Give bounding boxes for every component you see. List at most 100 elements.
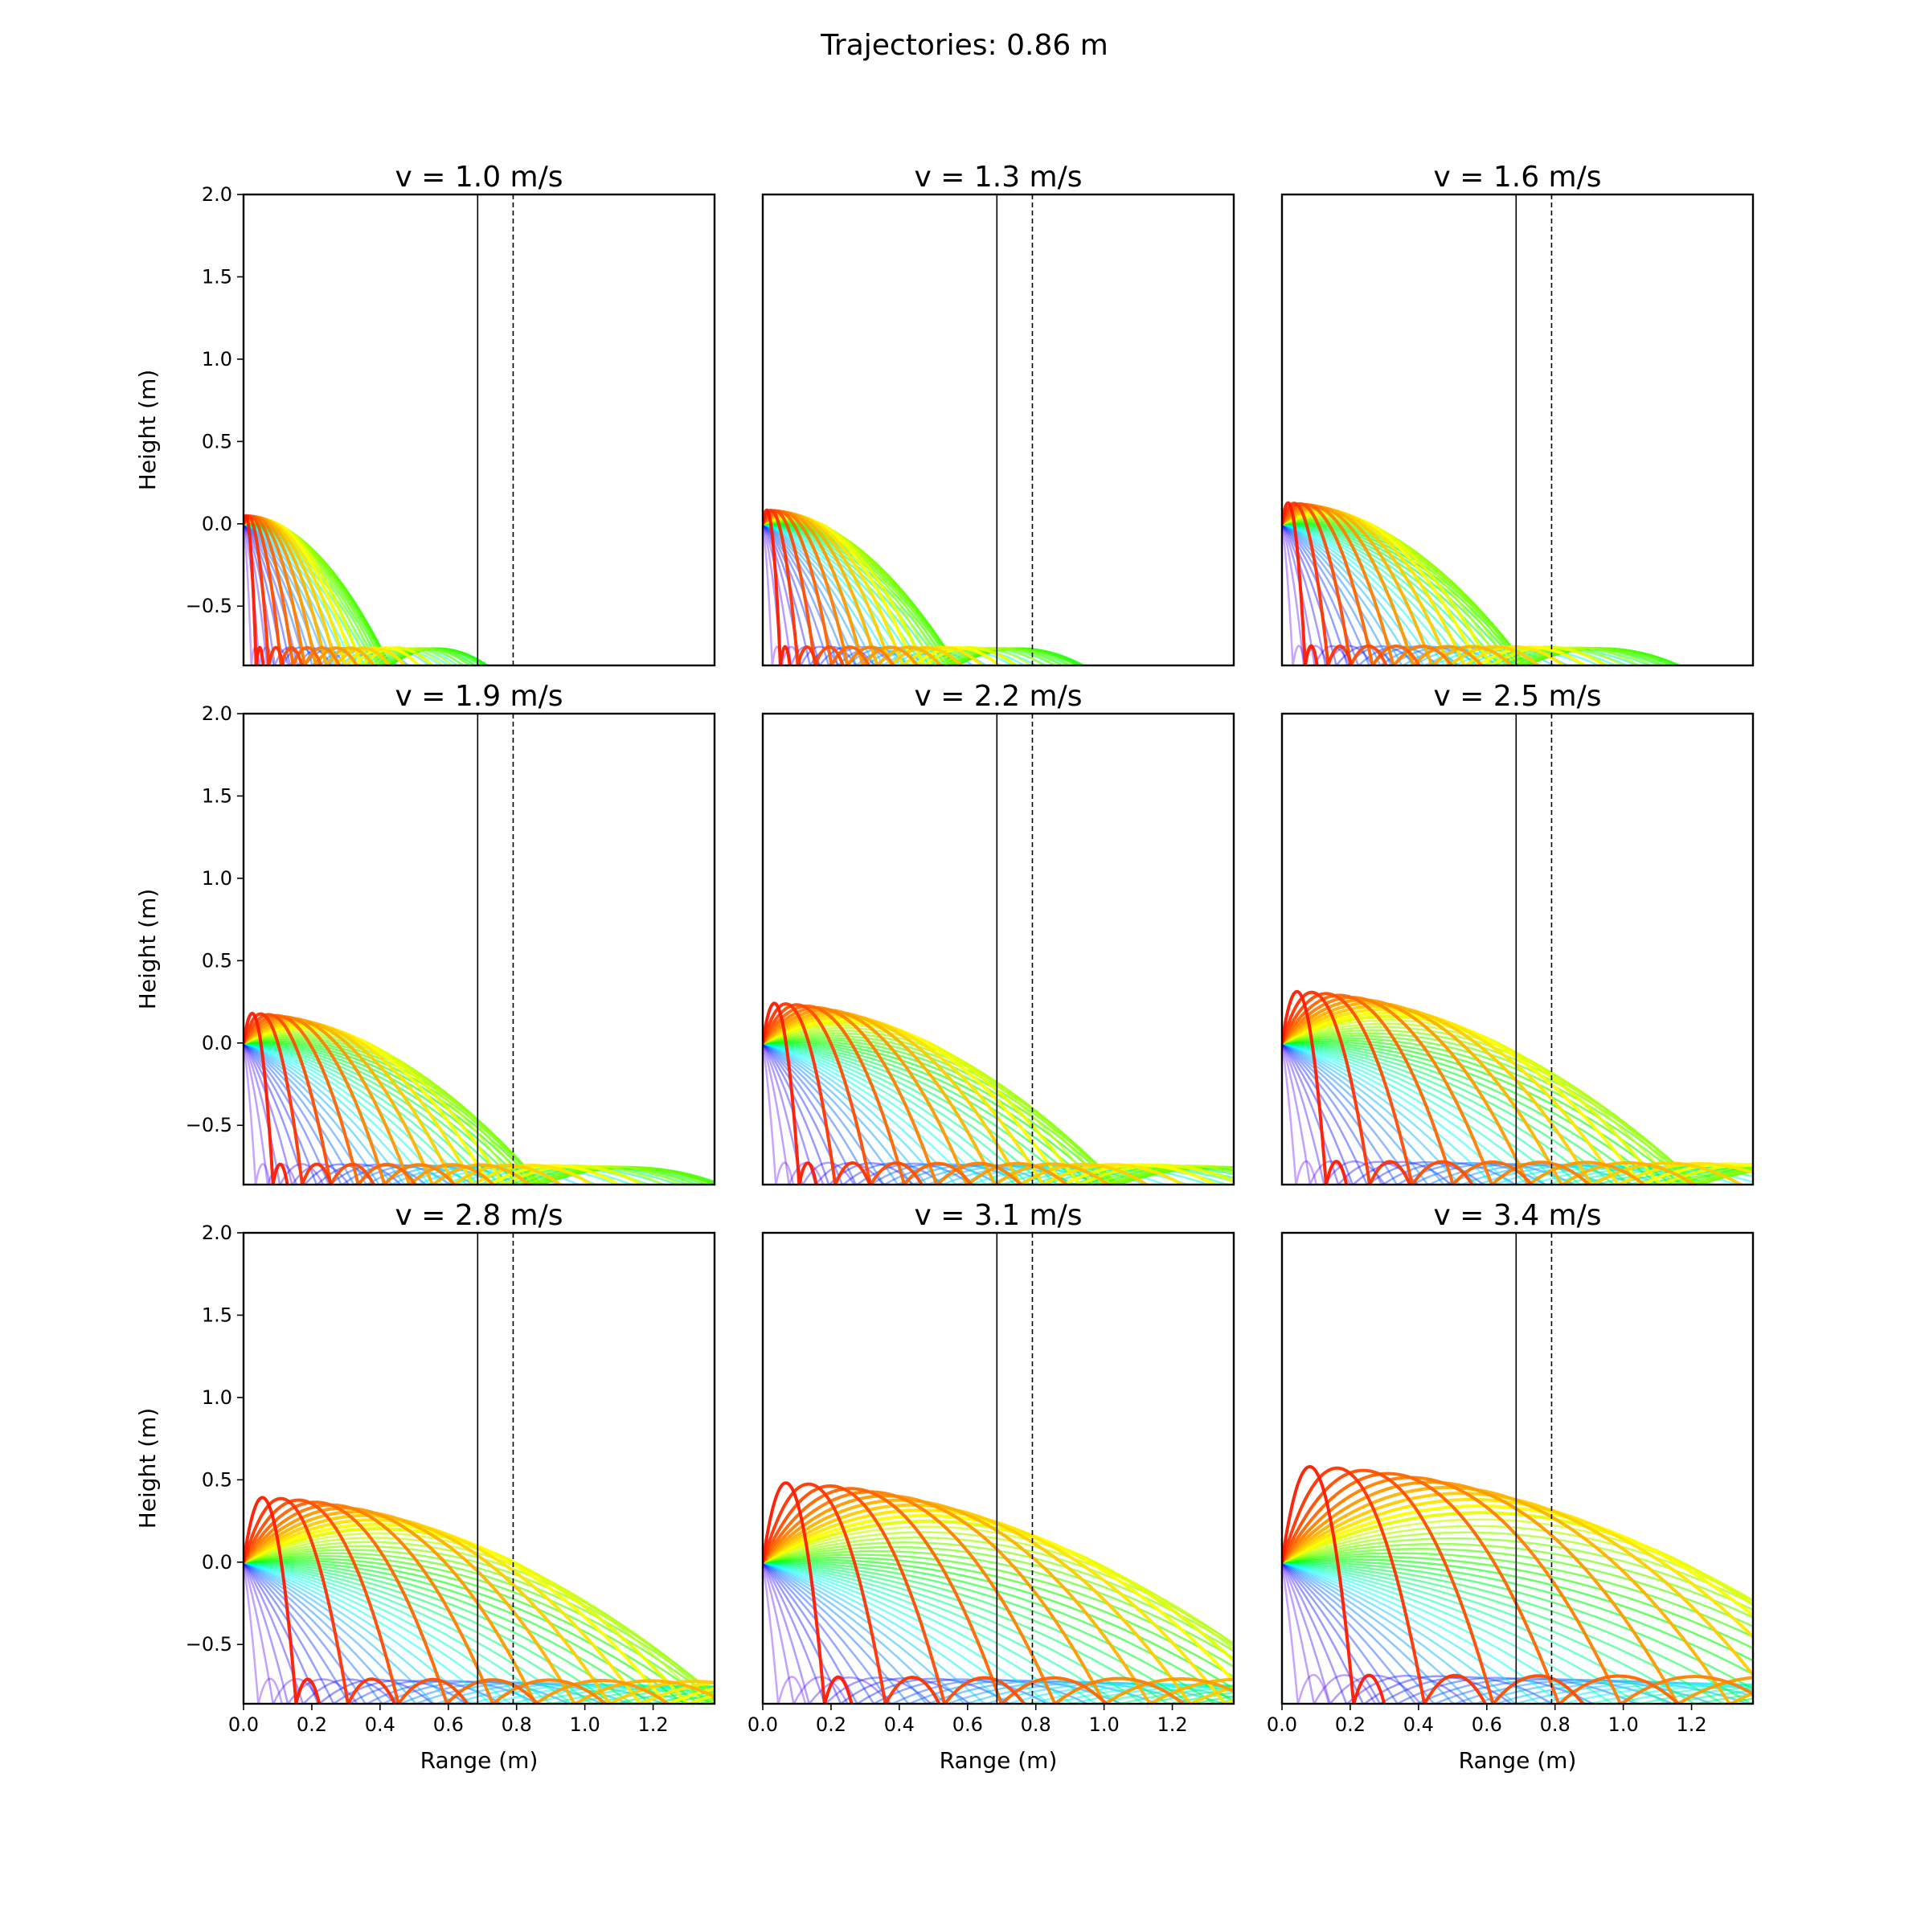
y-tick-label: −0.5 bbox=[186, 595, 232, 617]
x-tick-label: 1.2 bbox=[637, 1713, 668, 1736]
trajectory-line bbox=[763, 1042, 855, 1185]
x-tick-label: 0.8 bbox=[1021, 1713, 1051, 1736]
trajectory-line bbox=[763, 523, 857, 665]
y-axis-label: Height (m) bbox=[134, 370, 161, 491]
subplot-title: v = 1.3 m/s bbox=[914, 161, 1082, 194]
trajectory-line bbox=[1282, 1014, 1753, 1185]
trajectory-line bbox=[1282, 1042, 1419, 1185]
trajectory-group bbox=[244, 514, 489, 665]
trajectory-line bbox=[763, 1549, 1234, 1660]
trajectory-line bbox=[244, 1552, 715, 1702]
trajectory-line bbox=[763, 1561, 1234, 1704]
trajectory-line bbox=[244, 1518, 715, 1704]
trajectory-line bbox=[763, 1562, 807, 1704]
trajectory-line bbox=[763, 1008, 1068, 1185]
trajectory-line bbox=[1282, 1042, 1546, 1185]
trajectory-line bbox=[1282, 1480, 1753, 1704]
y-tick-label: 0.5 bbox=[202, 1468, 232, 1491]
trajectory-line bbox=[1282, 1561, 1753, 1704]
trajectory-line bbox=[244, 1561, 715, 1704]
trajectory-line bbox=[1282, 501, 1354, 665]
x-tick-label: 0.2 bbox=[297, 1713, 327, 1736]
trajectory-line bbox=[763, 1561, 1234, 1704]
trajectory-group bbox=[1282, 501, 1681, 665]
y-tick-label: 1.5 bbox=[202, 1304, 232, 1326]
trajectory-line bbox=[1282, 1492, 1753, 1678]
subplot-4: v = 1.9 m/s 2.0 1.5 1.0 0.5 0.0 −0.5 Height (m) bbox=[134, 680, 716, 1186]
subplot-6: v = 2.5 m/s bbox=[1280, 680, 1755, 1186]
x-axis-label: Range (m) bbox=[940, 1747, 1058, 1774]
x-tick-label: 0.2 bbox=[1335, 1713, 1366, 1736]
y-tick-label: 1.0 bbox=[202, 348, 232, 370]
trajectory-line bbox=[244, 1042, 272, 1185]
axes-frame bbox=[1280, 1231, 1755, 1705]
trajectory-line bbox=[763, 1561, 1124, 1704]
trajectory-line bbox=[1282, 1560, 1753, 1676]
trajectory-line bbox=[244, 515, 341, 665]
y-tick-label: 2.0 bbox=[202, 1222, 232, 1244]
trajectory-line bbox=[763, 1494, 1234, 1704]
subplot-9: v = 3.4 m/s 0.0 0.2 0.4 0.6 0.8 1.0 1.2 Range (m… bbox=[1267, 1199, 1755, 1774]
trajectory-line bbox=[1282, 1562, 1513, 1704]
trajectory-line bbox=[244, 1030, 684, 1185]
trajectory-line bbox=[244, 1561, 605, 1704]
trajectory-line bbox=[763, 508, 792, 665]
trajectory-line bbox=[1282, 1548, 1753, 1628]
trajectory-line bbox=[244, 514, 304, 665]
trajectory-line bbox=[244, 1498, 469, 1704]
subplot-title: v = 3.4 m/s bbox=[1433, 1199, 1601, 1232]
trajectory-line bbox=[763, 509, 818, 665]
trajectory-line bbox=[763, 1536, 1234, 1645]
trajectory-group bbox=[244, 1496, 715, 1704]
trajectory-line bbox=[763, 1001, 818, 1185]
trajectory-line bbox=[763, 1481, 854, 1704]
trajectory-line bbox=[244, 1500, 539, 1704]
trajectory-line bbox=[1282, 1561, 1753, 1704]
trajectory-line bbox=[1282, 1561, 1753, 1704]
trajectory-line bbox=[1282, 1001, 1696, 1185]
subplot-title: v = 1.9 m/s bbox=[395, 680, 563, 713]
trajectory-line bbox=[244, 514, 265, 665]
subplot-8: v = 3.1 m/s 0.0 0.2 0.4 0.6 0.8 1.0 1.2 Range (m… bbox=[747, 1199, 1235, 1774]
trajectory-line bbox=[1282, 1561, 1753, 1704]
x-tick-label: 1.2 bbox=[1676, 1713, 1706, 1736]
trajectory-line bbox=[763, 1561, 1226, 1704]
trajectory-group bbox=[763, 508, 1085, 665]
trajectory-line bbox=[244, 1513, 715, 1704]
trajectory-line bbox=[244, 1561, 540, 1704]
x-tick-label: 1.0 bbox=[1608, 1713, 1639, 1736]
trajectory-line bbox=[763, 1042, 944, 1185]
trajectory-line bbox=[244, 1562, 396, 1704]
trajectory-line bbox=[244, 1496, 322, 1704]
trajectory-line bbox=[1282, 1504, 1753, 1618]
y-axis-label: Height (m) bbox=[134, 1408, 161, 1529]
trajectory-group bbox=[1282, 989, 1753, 1185]
trajectory-line bbox=[1282, 1558, 1753, 1662]
subplot-title: v = 1.0 m/s bbox=[395, 161, 563, 194]
trajectory-line bbox=[763, 1005, 973, 1185]
trajectory-line bbox=[1282, 501, 1319, 665]
axes-frame bbox=[242, 1231, 716, 1705]
trajectory-line bbox=[763, 1562, 890, 1704]
trajectory-line bbox=[1282, 1561, 1753, 1704]
trajectory-line bbox=[763, 510, 870, 665]
trajectory-line bbox=[1282, 1561, 1637, 1704]
x-tick-label: 1.2 bbox=[1157, 1713, 1187, 1736]
trajectory-line bbox=[763, 1561, 1234, 1704]
trajectory-line bbox=[1282, 1531, 1753, 1606]
trajectory-line bbox=[1282, 1472, 1680, 1704]
y-tick-label: 0.0 bbox=[202, 513, 232, 535]
trajectory-line bbox=[1282, 1004, 1743, 1185]
y-tick-label: −0.5 bbox=[186, 1114, 232, 1136]
subplot-title: v = 2.8 m/s bbox=[395, 1199, 563, 1232]
trajectory-line bbox=[1282, 996, 1591, 1185]
trajectory-line bbox=[1282, 1552, 1753, 1639]
trajectory-line bbox=[1282, 1011, 1753, 1185]
trajectory-line bbox=[1282, 523, 1306, 665]
trajectory-line bbox=[244, 1011, 289, 1185]
trajectory-line bbox=[1282, 1042, 1575, 1185]
trajectory-line bbox=[244, 1549, 715, 1697]
axes-frame bbox=[761, 1231, 1235, 1705]
